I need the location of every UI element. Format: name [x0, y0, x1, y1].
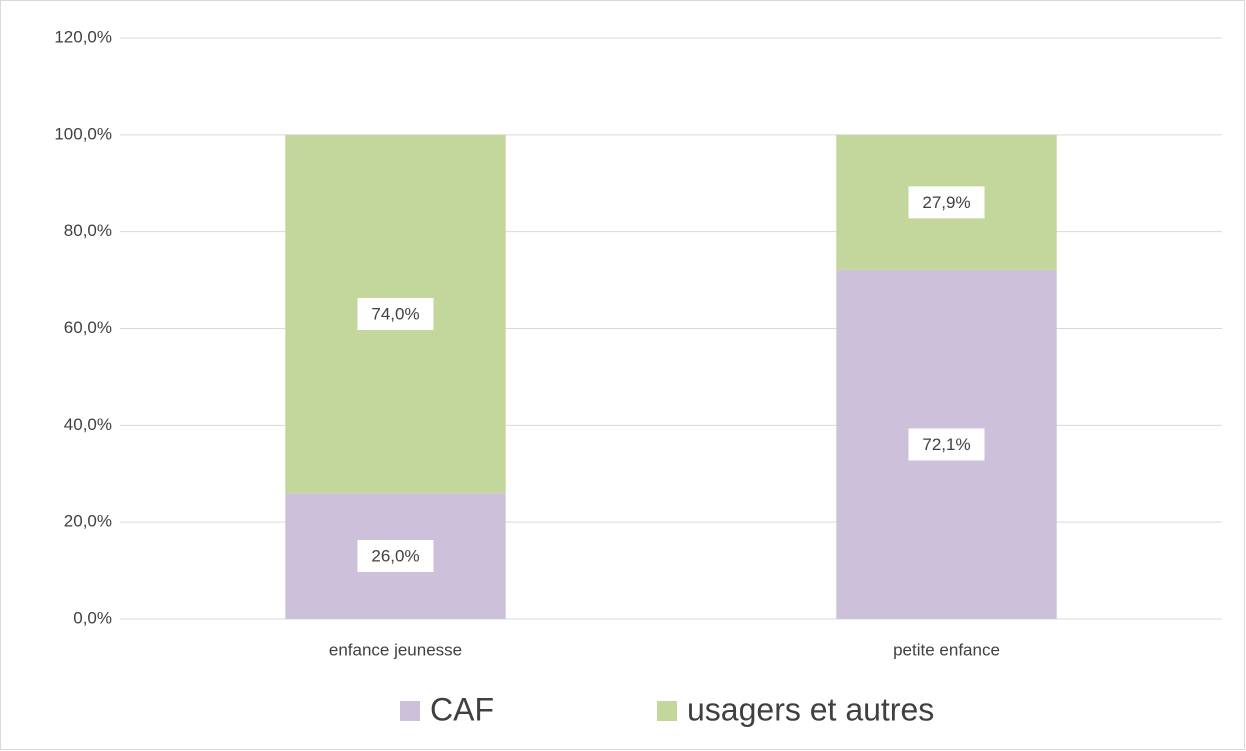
y-tick-label: 60,0% — [64, 318, 112, 337]
y-tick-label: 120,0% — [54, 27, 112, 46]
legend-label: usagers et autres — [687, 691, 934, 727]
data-label: 27,9% — [922, 193, 970, 212]
x-tick-label: enfance jeunesse — [329, 640, 462, 659]
data-label: 74,0% — [371, 304, 419, 323]
data-label-box — [357, 297, 434, 330]
x-tick-label: petite enfance — [893, 640, 1000, 659]
y-tick-label: 0,0% — [73, 608, 112, 627]
legend-label: CAF — [430, 691, 494, 727]
data-label: 72,1% — [922, 435, 970, 454]
data-label-box — [357, 540, 434, 573]
data-label-box — [908, 186, 985, 219]
data-label-box — [908, 428, 985, 461]
y-tick-label: 100,0% — [54, 124, 112, 143]
y-tick-label: 80,0% — [64, 221, 112, 240]
y-tick-label: 40,0% — [64, 415, 112, 434]
data-label: 26,0% — [371, 547, 419, 566]
y-tick-label: 20,0% — [64, 512, 112, 531]
legend-swatch — [400, 701, 420, 721]
legend-swatch — [657, 701, 677, 721]
